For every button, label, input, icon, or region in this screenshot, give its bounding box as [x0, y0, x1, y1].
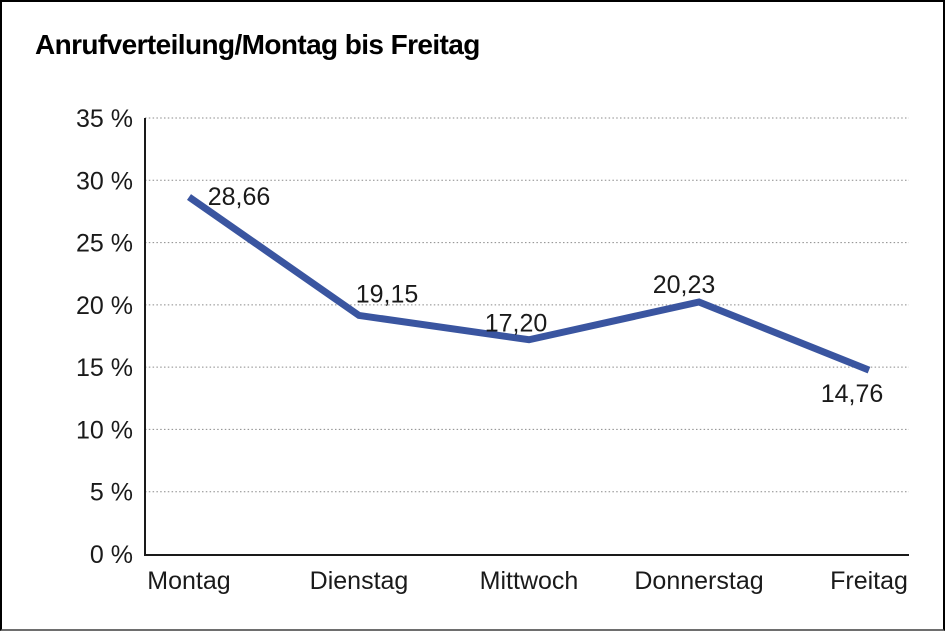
- x-tick-label: Dienstag: [310, 567, 409, 595]
- point-label: 14,76: [821, 380, 884, 408]
- y-tick-label: 15 %: [76, 354, 133, 382]
- point-label: 17,20: [485, 310, 548, 338]
- chart-title: Anrufverteilung/Montag bis Freitag: [35, 29, 480, 60]
- data-series-line: [186, 194, 871, 374]
- y-tick-label: 30 %: [76, 167, 133, 195]
- x-tick-label: Montag: [147, 567, 230, 595]
- point-label: 19,15: [356, 280, 419, 308]
- point-label: 28,66: [208, 183, 271, 211]
- y-tick-label: 20 %: [76, 292, 133, 320]
- y-tick-label: 35 %: [76, 105, 133, 133]
- y-tick-label: 0 %: [90, 541, 133, 569]
- x-tick-label: Donnerstag: [634, 567, 763, 595]
- x-tick-label: Mittwoch: [480, 567, 579, 595]
- y-tick-label: 10 %: [76, 416, 133, 444]
- point-label: 20,23: [653, 271, 716, 299]
- y-tick-label: 5 %: [90, 479, 133, 507]
- x-tick-label: Freitag: [830, 567, 908, 595]
- y-tick-label: 25 %: [76, 230, 133, 258]
